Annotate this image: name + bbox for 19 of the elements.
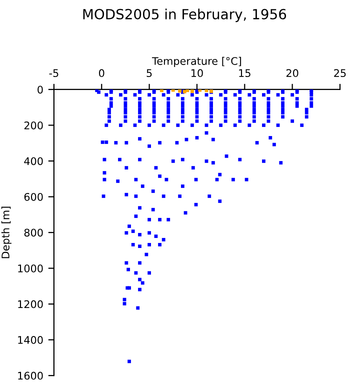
y-tick-label: 1000	[18, 264, 43, 272]
x-tick-label: 20	[286, 69, 298, 78]
y-tick-label: 400	[24, 157, 43, 166]
x-axis-title: Temperature [°C]	[152, 56, 242, 67]
x-tick-label: 25	[334, 69, 346, 78]
y-tick-label: 600	[24, 192, 43, 201]
x-tick-label: 5	[146, 69, 152, 78]
y-tick-label: 1200	[18, 300, 43, 308]
y-tick-label: 200	[24, 121, 43, 130]
chart-title: MODS2005 in February, 1956	[83, 8, 286, 22]
y-tick-label: 1600	[18, 372, 43, 380]
y-axis-title: Depth [m]	[1, 206, 12, 258]
x-tick-label: 10	[191, 69, 203, 78]
x-tick-label: 15	[239, 69, 250, 78]
y-tick-label: 0	[38, 86, 43, 94]
x-tick-label: 0	[98, 69, 104, 78]
y-tick-label: 800	[24, 228, 43, 237]
x-tick-label: -5	[49, 69, 58, 78]
y-tick-label: 1400	[18, 336, 43, 344]
